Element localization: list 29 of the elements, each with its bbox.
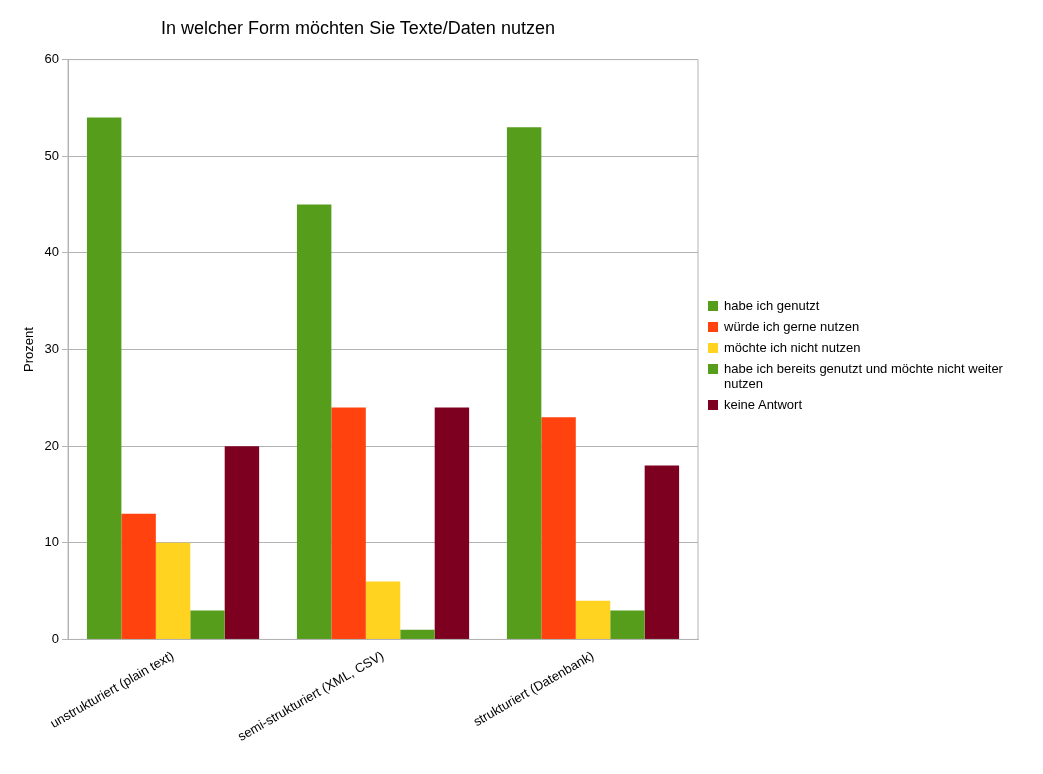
legend-label: habe ich genutzt — [724, 298, 820, 313]
y-tick-label: 20 — [44, 437, 60, 453]
legend-label: habe ich bereits genutzt und möchte nicht weiter nutzen — [724, 361, 1004, 391]
bar — [506, 127, 542, 639]
legend-label: keine Antwort — [724, 397, 803, 412]
y-axis-title: Prozent — [21, 326, 37, 372]
y-tick-label: 60 — [44, 51, 60, 67]
legend-label: möchte ich nicht nutzen — [724, 340, 861, 355]
bar — [155, 542, 191, 639]
y-tick-label: 10 — [44, 534, 60, 550]
y-tick-label: 40 — [44, 244, 60, 260]
bar — [610, 610, 645, 639]
bar — [400, 629, 435, 639]
bar — [121, 513, 156, 639]
y-tick-label: 50 — [44, 147, 60, 163]
y-tick-label: 30 — [44, 341, 60, 357]
bar — [224, 446, 260, 639]
bar — [644, 465, 680, 639]
legend-label: würde ich gerne nutzen — [724, 319, 860, 334]
bar — [190, 610, 225, 639]
bar — [331, 407, 366, 639]
bar — [541, 417, 576, 639]
bar — [296, 204, 332, 639]
bar — [365, 581, 401, 639]
bar — [575, 600, 611, 639]
bar — [434, 407, 470, 639]
y-tick-label: 0 — [51, 631, 60, 646]
chart-title: In welcher Form möchten Sie Texte/Daten nutzen — [161, 17, 555, 38]
bar — [86, 117, 122, 639]
